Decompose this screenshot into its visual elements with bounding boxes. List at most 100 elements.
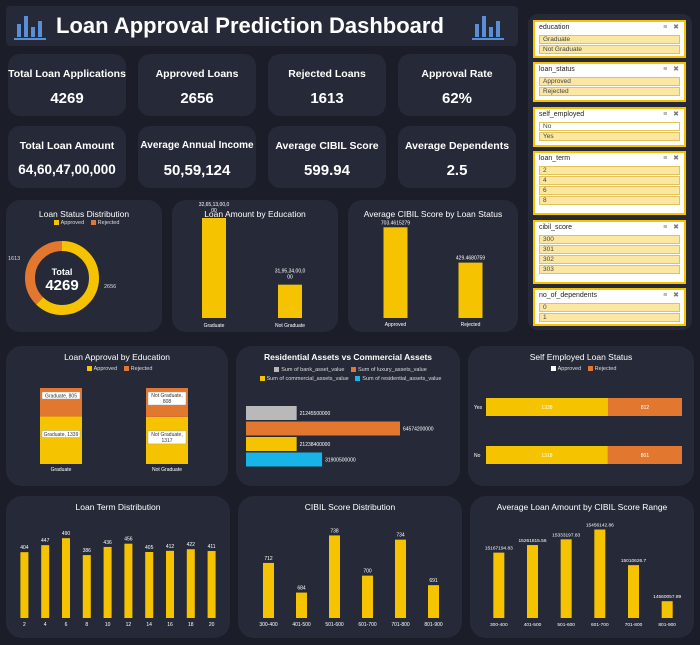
clear-filter-icon[interactable]: ≡ ✖ [663,224,681,231]
slicer-cibil-score[interactable]: cibil_score ≡ ✖ 300 301 302 303 [533,220,686,284]
bar [124,543,133,618]
bar [103,546,112,618]
legend-label: Rejected [130,366,153,372]
bar [329,535,340,618]
slicer-item[interactable]: No [539,122,680,131]
bar [207,551,216,618]
category-label: 300-400 [490,622,508,628]
horizontal-bar-chart: 21245500000 64574200000 21238400000 3190050… [246,406,434,467]
slicer-item[interactable]: 4 [539,176,680,185]
bar-approved [486,446,608,464]
category-label: 4 [44,622,47,628]
bar [628,565,639,618]
data-label: 429.4680759 [456,256,485,262]
chart-title: Loan Status Distribution [38,209,130,219]
bar [493,552,505,618]
slicer-item[interactable]: 300 [539,235,680,244]
legend-label: Approved [93,366,118,372]
data-label: 490 [62,531,71,537]
slicer-item[interactable]: 8 [539,196,680,205]
category-label: 601-700 [358,622,377,628]
data-label: 812 [641,405,650,411]
chart-loan-term-distribution: Loan Term Distribution 404 2 447 4 490 6 386 8 4… [6,496,230,638]
slicer-item[interactable]: 301 [539,245,680,254]
chart-loan-amount-by-education: Loan Amount by Education 32,65,13,00,0 00… [172,200,338,332]
category-label: 10 [105,622,111,628]
kpi-rejected-loans: Rejected Loans 1613 [268,54,386,116]
category-label: 12 [126,622,132,628]
slicer-item[interactable]: 1 [539,313,680,322]
data-label: Graduate, 805 [45,394,77,400]
category-label: 16 [167,622,173,628]
slicer-item[interactable]: Not Graduate [539,45,680,54]
slicer-item[interactable]: 303 [539,265,680,274]
data-label: 32,65,13,00,0 00 [199,202,230,214]
kpi-label: Average Dependents [404,140,510,152]
kpi-total-loan-amount: Total Loan Amount 64,60,47,00,000 [8,126,126,188]
chart-loan-status-distribution: Loan Status Distribution Approved Reject… [6,200,162,332]
data-label: 14560057.89 [653,594,681,600]
slicer-self-employed[interactable]: self_employed ≡ ✖ No Yes [533,107,686,147]
chart-title: Average CIBIL Score by Loan Status [363,209,503,219]
clear-filter-icon[interactable]: ≡ ✖ [663,24,681,31]
bar [145,552,154,618]
kpi-approved-loans: Approved Loans 2656 [138,54,256,116]
category-label: Yes [474,405,483,411]
category-label: 701-800 [391,622,410,628]
slicer-title: education ≡ ✖ [539,24,681,31]
kpi-label: Approved Loans [155,68,239,80]
data-label: 411 [208,544,216,550]
label-box [147,391,187,406]
data-label: 712 [264,556,273,562]
slicer-item[interactable]: 6 [539,186,680,195]
category-label: Approved [385,322,407,328]
kpi-label: Rejected Loans [288,68,366,80]
slicer-education[interactable]: education ≡ ✖ Graduate Not Graduate [533,20,686,58]
legend-label: Approved [60,220,85,226]
data-label: 404 [20,545,29,551]
bar [41,545,50,618]
slicer-item[interactable]: 302 [539,255,680,264]
slicer-item[interactable]: 0 [539,303,680,312]
data-label: 456 [124,537,133,543]
slicer-title: loan_status ≡ ✖ [539,66,681,73]
slicer-loan-term[interactable]: loan_term ≡ ✖ 2 4 6 8 [533,151,686,215]
data-label: 64574200000 [403,427,434,433]
category-label: 6 [65,622,68,628]
legend-label: Sum of luxury_assets_value [358,367,427,373]
bar-chart: 32,65,13,00,0 00 Graduate 31,95,34,00,0 00 No… [199,202,306,329]
data-label: 15456142.86 [586,523,614,529]
slicer-item[interactable]: Yes [539,132,680,141]
stacked-horizontal-bar-chart: 1338 812 Yes 1318 801 No [474,398,682,464]
slicer-item[interactable]: Approved [539,77,680,86]
slicer-item[interactable]: 2 [539,166,680,175]
category-label: 18 [188,622,194,628]
data-label: 412 [166,544,175,550]
data-label: 738 [330,528,339,534]
slicer-loan-status[interactable]: loan_status ≡ ✖ Approved Rejected [533,62,686,102]
category-label: Not Graduate [152,467,182,473]
bar [186,549,195,618]
clear-filter-icon[interactable]: ≡ ✖ [663,292,681,299]
kpi-value: 2656 [180,90,214,107]
slicer-no-of-dependents[interactable]: no_of_dependents ≡ ✖ 0 1 [533,288,686,326]
category-label: 801-900 [424,622,443,628]
chart-self-employed-loan-status: Self Employed Loan Status Approved Rejec… [468,346,694,486]
clear-filter-icon[interactable]: ≡ ✖ [663,155,681,162]
slicer-title: cibil_score ≡ ✖ [539,224,681,231]
clear-filter-icon[interactable]: ≡ ✖ [663,111,681,118]
category-label: Graduate [51,467,72,473]
slicer-item[interactable]: Rejected [539,87,680,96]
category-label: 801-900 [658,622,676,628]
legend-label: Approved [557,366,582,372]
stacked-bar-chart: Graduate, 805 Graduate, 1339 Graduate Not G… [40,388,188,473]
bar [202,218,226,318]
kpi-label: Total Loan Amount [19,140,115,152]
data-label: 684 [297,586,306,592]
bar [560,539,572,618]
clear-filter-icon[interactable]: ≡ ✖ [663,66,681,73]
chart-avg-loan-amount-by-cibil: Average Loan Amount by CIBIL Score Range… [470,496,694,638]
kpi-average-annual-income: Average Annual Income 50,59,124 [138,126,256,188]
slicer-item[interactable]: Graduate [539,35,680,44]
chart-legend: Approved Rejected [6,366,228,372]
